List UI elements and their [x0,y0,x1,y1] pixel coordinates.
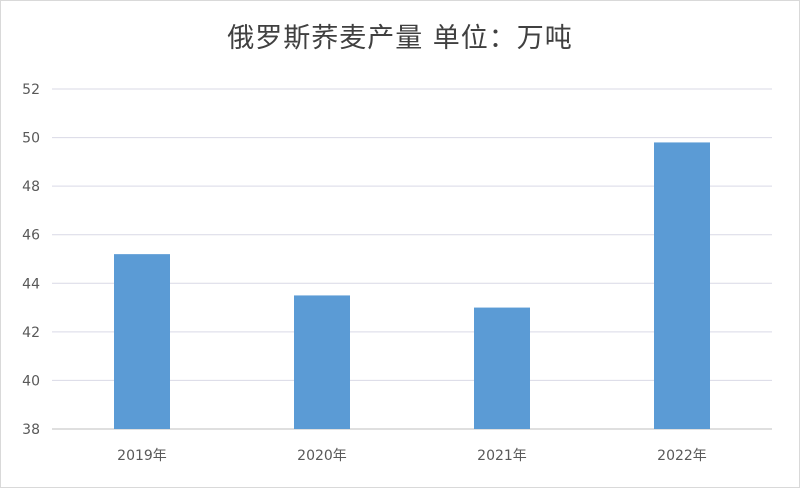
y-tick-label: 42 [22,325,40,341]
y-tick-label: 46 [22,228,40,244]
bar-2022年 [654,142,710,429]
chart-title: 俄罗斯荞麦产量 单位：万吨 [227,23,573,54]
y-axis-ticks: 38 40 42 44 46 48 50 52 [22,82,40,438]
x-tick-label: 2022年 [657,448,707,464]
bar-2019年 [114,254,170,429]
x-tick-label: 2021年 [477,448,527,464]
y-tick-label: 40 [22,373,40,389]
y-tick-label: 50 [22,131,40,147]
gridlines [52,88,772,430]
bars [114,142,710,429]
bar-2021年 [474,307,530,429]
y-tick-label: 48 [22,179,40,195]
bar-2020年 [294,295,350,429]
y-tick-label: 38 [22,422,40,438]
y-tick-label: 44 [22,276,40,292]
x-tick-label: 2019年 [117,448,167,464]
x-axis-ticks: 2019年 2020年 2021年 2022年 [117,448,707,464]
y-tick-label: 52 [22,82,40,98]
x-tick-label: 2020年 [297,448,347,464]
